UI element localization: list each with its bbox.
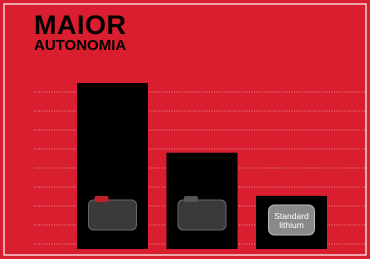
chart-title: MAIOR bbox=[34, 12, 127, 39]
battery-top bbox=[95, 196, 109, 202]
battery-icon bbox=[178, 200, 226, 230]
category-label: Standard lithium bbox=[270, 212, 314, 230]
battery-icon bbox=[89, 200, 137, 230]
chart: MAIOR AUTONOMIA Standard lithium bbox=[0, 0, 370, 259]
battery-top bbox=[184, 196, 198, 202]
chart-subtitle: AUTONOMIA bbox=[34, 38, 126, 54]
